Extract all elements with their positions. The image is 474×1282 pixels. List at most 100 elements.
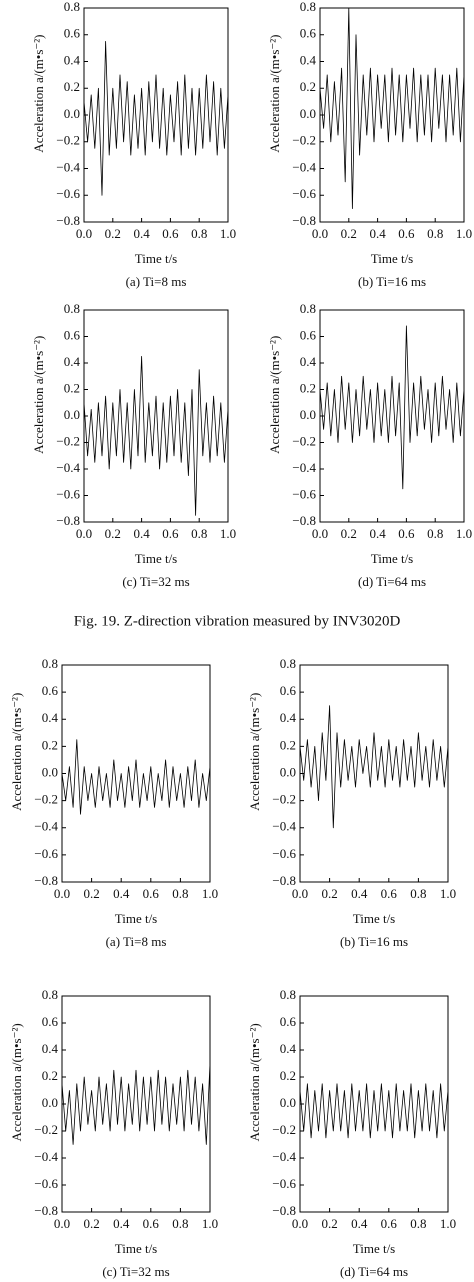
panel-caption: (a) Ti=8 ms xyxy=(126,274,187,289)
x-tick-label: 0.2 xyxy=(83,886,99,901)
x-tick-label: 0.6 xyxy=(381,886,398,901)
x-axis-label: Time t/s xyxy=(115,911,158,926)
y-tick-label: −0.8 xyxy=(292,513,316,528)
signal-line xyxy=(299,1083,449,1139)
y-tick-label: 0.4 xyxy=(280,1041,297,1056)
panel-caption: (d) Ti=64 ms xyxy=(358,574,426,589)
y-tick-label: 0.8 xyxy=(42,656,58,671)
x-tick-label: 0.8 xyxy=(427,226,443,241)
y-tick-label: 0.0 xyxy=(300,106,316,121)
x-tick-label: 1.0 xyxy=(456,226,472,241)
y-tick-label: 0.6 xyxy=(64,327,81,342)
y-tick-label: 0.2 xyxy=(280,1068,296,1083)
x-axis-label: Time t/s xyxy=(371,251,414,266)
y-tick-label: 0.0 xyxy=(280,1095,296,1110)
signal-line xyxy=(61,1063,211,1145)
y-tick-label: 0.2 xyxy=(300,79,316,94)
x-tick-label: 0.8 xyxy=(172,1216,188,1231)
y-tick-label: 0.2 xyxy=(64,380,80,395)
x-tick-label: 0.2 xyxy=(83,1216,99,1231)
x-tick-label: 0.0 xyxy=(54,886,70,901)
y-tick-label: −0.2 xyxy=(292,133,316,148)
panel-caption: (b) Ti=16 ms xyxy=(358,274,426,289)
y-tick-label: −0.2 xyxy=(34,1122,58,1137)
y-tick-label: −0.6 xyxy=(56,186,80,201)
y-tick-label: 0.6 xyxy=(300,26,317,41)
y-tick-label: −0.4 xyxy=(292,460,316,475)
panel-caption: (a) Ti=8 ms xyxy=(106,934,167,949)
x-tick-label: 0.4 xyxy=(351,886,368,901)
y-tick-label: −0.4 xyxy=(56,159,80,174)
signal-line xyxy=(83,41,229,196)
y-axis-label: Acceleration a/(m•s⁻²) xyxy=(267,336,282,454)
y-axis-label: Acceleration a/(m•s⁻²) xyxy=(9,693,24,811)
y-tick-label: −0.8 xyxy=(34,873,58,888)
y-tick-label: 0.4 xyxy=(64,52,81,67)
y-tick-label: −0.2 xyxy=(272,1122,296,1137)
x-tick-label: 0.0 xyxy=(76,226,92,241)
y-tick-label: −0.2 xyxy=(56,133,80,148)
x-tick-label: 0.0 xyxy=(312,226,328,241)
y-tick-label: 0.4 xyxy=(300,52,317,67)
x-tick-label: 0.0 xyxy=(292,886,308,901)
y-tick-label: −0.2 xyxy=(34,792,58,807)
y-tick-label: 0.6 xyxy=(300,327,317,342)
y-tick-label: 0.8 xyxy=(64,0,80,14)
x-tick-label: 1.0 xyxy=(202,886,218,901)
x-tick-label: 0.2 xyxy=(105,226,121,241)
y-tick-label: −0.6 xyxy=(56,486,80,501)
x-tick-label: 0.2 xyxy=(321,1216,337,1231)
y-tick-label: 0.8 xyxy=(300,0,316,14)
y-tick-label: −0.2 xyxy=(292,433,316,448)
y-tick-label: 0.6 xyxy=(42,683,59,698)
x-tick-label: 0.0 xyxy=(54,1216,70,1231)
panel-caption: (b) Ti=16 ms xyxy=(340,934,408,949)
y-tick-label: 0.8 xyxy=(42,987,58,1002)
y-tick-label: 0.6 xyxy=(280,683,297,698)
signal-line xyxy=(61,739,211,815)
x-tick-label: 0.4 xyxy=(369,526,386,541)
panel-caption: (c) Ti=32 ms xyxy=(102,1264,169,1279)
x-tick-label: 0.6 xyxy=(162,226,179,241)
figure-caption: Fig. 19. Z-direction vibration measured … xyxy=(74,613,401,629)
x-tick-label: 1.0 xyxy=(456,526,472,541)
x-tick-label: 0.6 xyxy=(143,886,160,901)
y-tick-label: −0.8 xyxy=(292,213,316,228)
y-tick-label: −0.6 xyxy=(272,846,296,861)
y-tick-label: −0.2 xyxy=(272,792,296,807)
y-tick-label: 0.8 xyxy=(280,656,296,671)
x-tick-label: 0.6 xyxy=(398,226,415,241)
y-tick-label: 0.6 xyxy=(42,1014,59,1029)
y-tick-label: 0.4 xyxy=(280,710,297,725)
y-tick-label: −0.8 xyxy=(272,873,296,888)
y-tick-label: 0.6 xyxy=(64,26,81,41)
x-axis-label: Time t/s xyxy=(371,551,414,566)
y-tick-label: 0.4 xyxy=(42,710,59,725)
y-tick-label: −0.8 xyxy=(56,213,80,228)
x-axis-label: Time t/s xyxy=(135,551,178,566)
x-tick-label: 1.0 xyxy=(440,1216,456,1231)
x-tick-label: 1.0 xyxy=(440,886,456,901)
x-tick-label: 1.0 xyxy=(220,226,236,241)
x-tick-label: 0.8 xyxy=(410,886,426,901)
y-tick-label: −0.6 xyxy=(292,186,316,201)
x-tick-label: 0.4 xyxy=(113,886,130,901)
x-tick-label: 0.8 xyxy=(191,526,207,541)
y-tick-label: 0.6 xyxy=(280,1014,297,1029)
x-tick-label: 0.2 xyxy=(341,526,357,541)
signal-line xyxy=(299,705,449,829)
y-tick-label: 0.2 xyxy=(300,380,316,395)
y-tick-label: −0.6 xyxy=(292,486,316,501)
plot-frame xyxy=(319,309,465,523)
signal-line xyxy=(319,7,465,209)
x-tick-label: 0.6 xyxy=(398,526,415,541)
y-tick-label: 0.4 xyxy=(300,354,317,369)
y-tick-label: −0.8 xyxy=(272,1203,296,1218)
x-axis-label: Time t/s xyxy=(353,1241,396,1256)
x-tick-label: 0.0 xyxy=(312,526,328,541)
panel-caption: (d) Ti=64 ms xyxy=(340,1264,408,1279)
y-tick-label: 0.8 xyxy=(280,987,296,1002)
y-axis-label: Acceleration a/(m•s⁻²) xyxy=(247,693,262,811)
y-axis-label: Acceleration a/(m•s⁻²) xyxy=(31,336,46,454)
